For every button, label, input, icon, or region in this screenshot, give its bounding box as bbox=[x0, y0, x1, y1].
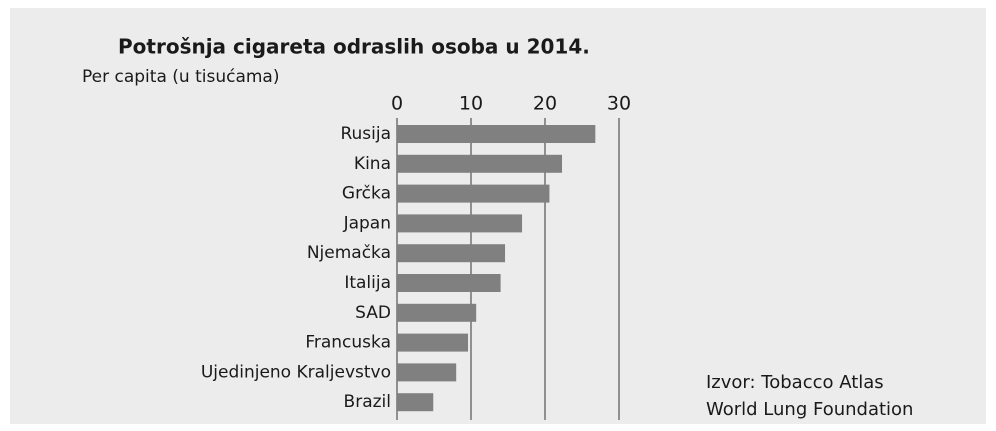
y-tick-label: Brazil bbox=[344, 392, 391, 412]
y-tick-label: Njemačka bbox=[307, 243, 391, 263]
source: World Lung Foundation bbox=[706, 399, 913, 420]
x-tick-label: 10 bbox=[459, 93, 483, 115]
bar bbox=[397, 154, 563, 173]
bar bbox=[397, 244, 506, 263]
x-tick-label: 0 bbox=[391, 93, 403, 115]
y-tick-label: Italija bbox=[344, 273, 391, 293]
bar bbox=[397, 125, 596, 143]
bar bbox=[397, 303, 477, 322]
bar bbox=[397, 184, 550, 203]
bar bbox=[397, 363, 457, 382]
y-tick-label: SAD bbox=[355, 303, 391, 323]
x-tick-label: 30 bbox=[607, 93, 631, 115]
y-tick-label: Grčka bbox=[342, 184, 391, 204]
bar bbox=[397, 214, 523, 233]
chart-subtitle: Per capita (u tisućama) bbox=[82, 67, 279, 87]
chart-title: Potrošnja cigareta odraslih osoba u 2014… bbox=[118, 35, 590, 59]
bar bbox=[397, 393, 434, 412]
bar bbox=[397, 333, 469, 352]
y-tick-label: Rusija bbox=[340, 124, 391, 144]
source: Izvor: Tobacco Atlas bbox=[706, 372, 884, 393]
y-tick-label: Kina bbox=[354, 154, 391, 174]
y-tick-label: Japan bbox=[343, 213, 391, 233]
bar bbox=[397, 274, 501, 292]
y-tick-label: Ujedinjeno Kraljevstvo bbox=[201, 362, 391, 382]
y-tick-label: Francuska bbox=[305, 333, 391, 353]
x-tick-label: 20 bbox=[533, 93, 557, 115]
